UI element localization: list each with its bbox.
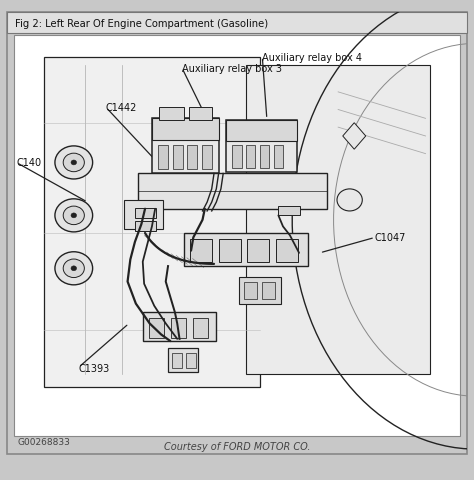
Bar [138,174,327,209]
Bar [260,145,269,168]
Polygon shape [343,123,366,150]
Ellipse shape [71,266,76,271]
Ellipse shape [337,190,362,212]
Bar [190,239,212,262]
Bar [193,318,209,338]
Bar [278,206,301,216]
Bar [202,145,212,170]
Bar [219,239,241,262]
Polygon shape [246,66,430,374]
Ellipse shape [55,199,92,232]
Bar [7,13,467,34]
Bar [246,145,255,168]
Text: C140: C140 [16,158,41,168]
Bar [152,119,219,141]
Text: C1393: C1393 [78,363,109,373]
Bar [135,222,155,231]
Bar [158,145,168,170]
Bar [187,145,198,170]
Text: C1442: C1442 [106,103,137,113]
Text: G00268833: G00268833 [17,437,70,446]
Ellipse shape [55,146,92,180]
Bar [247,239,269,262]
Bar [232,145,242,168]
Bar [226,121,297,142]
Bar [171,318,186,338]
Bar [189,108,212,121]
Ellipse shape [63,260,84,278]
Text: Fig 2: Left Rear Of Engine Compartment (Gasoline): Fig 2: Left Rear Of Engine Compartment (… [15,19,268,28]
Ellipse shape [63,207,84,225]
Bar [274,145,283,168]
Bar [149,318,164,338]
Text: Courtesy of FORD MOTOR CO.: Courtesy of FORD MOTOR CO. [164,441,310,451]
Bar [239,277,281,304]
Polygon shape [44,58,260,387]
Bar [168,348,198,372]
Text: Auxiliary relay box 3: Auxiliary relay box 3 [182,63,282,73]
Bar [244,283,257,300]
Bar [173,145,183,170]
Text: Auxiliary relay box 4: Auxiliary relay box 4 [262,52,362,62]
Bar [135,208,155,218]
Bar [159,108,184,121]
Bar [124,201,164,229]
Ellipse shape [71,161,76,166]
Bar [143,313,216,341]
Bar [152,119,219,174]
Ellipse shape [63,154,84,172]
Text: C1047: C1047 [375,233,406,243]
Bar [275,239,298,262]
Bar [184,234,308,266]
Ellipse shape [71,214,76,218]
Bar [262,283,275,300]
Bar [172,353,182,368]
Bar [226,121,297,173]
Bar [185,353,196,368]
Ellipse shape [55,252,92,285]
